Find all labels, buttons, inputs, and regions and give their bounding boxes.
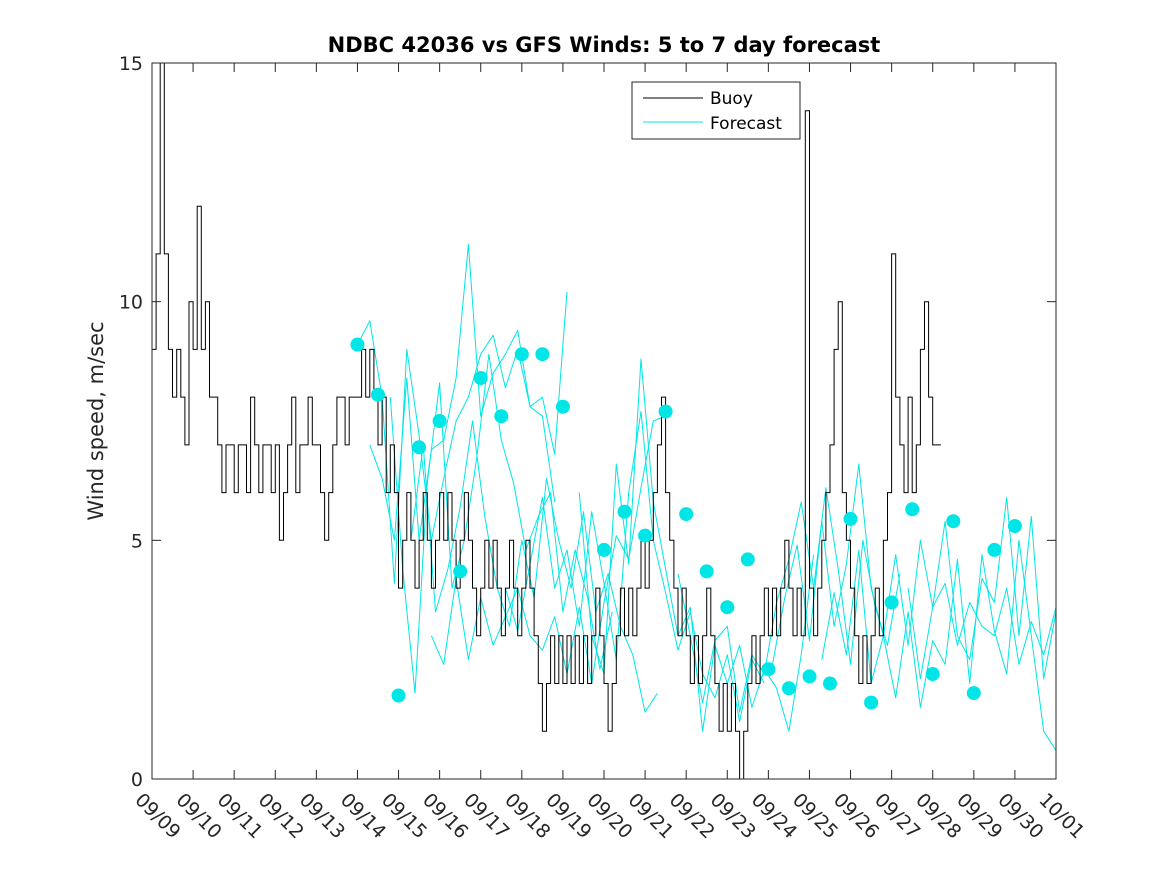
- forecast-marker-26: [905, 502, 920, 517]
- forecast-marker-13: [638, 528, 653, 543]
- forecast-marker-1: [371, 387, 385, 402]
- forecast-marker-20: [781, 681, 796, 696]
- forecast-marker-30: [987, 542, 1002, 557]
- forecast-trace-0: [357, 292, 568, 584]
- forecast-marker-27: [925, 667, 940, 681]
- buoy-line: [152, 62, 941, 780]
- forecast-marker-31: [1007, 519, 1022, 533]
- forecast-marker-25: [884, 595, 899, 610]
- forecast-marker-17: [720, 600, 735, 615]
- ytick-label-1: 5: [131, 530, 143, 552]
- forecast-trace-5: [504, 411, 765, 723]
- forecast-trace-1: [369, 243, 556, 541]
- forecast-marker-3: [412, 440, 427, 455]
- ytick-label-2: 10: [119, 292, 143, 314]
- forecast-marker-11: [597, 542, 611, 557]
- forecast-trace-4: [430, 415, 666, 684]
- forecast-marker-0: [350, 337, 365, 352]
- forecast-marker-16: [699, 564, 714, 579]
- ytick-label-0: 0: [131, 769, 143, 791]
- forecast-marker-4: [432, 414, 447, 428]
- forecast-trace-8: [759, 463, 1057, 680]
- forecast-trace-9: [821, 539, 1057, 751]
- y-axis-label: Wind speed, m/sec: [84, 321, 108, 520]
- ytick-label-3: 15: [119, 53, 143, 75]
- forecast-marker-19: [761, 662, 776, 677]
- forecast-marker-22: [823, 676, 837, 691]
- forecast-marker-28: [946, 514, 961, 529]
- forecast-marker-8: [514, 347, 529, 362]
- forecast-marker-14: [658, 404, 673, 419]
- forecast-marker-24: [864, 695, 879, 710]
- forecast-marker-15: [679, 507, 694, 522]
- forecast-marker-23: [843, 511, 858, 526]
- legend: Buoy Forecast: [631, 81, 801, 140]
- forecast-marker-2: [391, 688, 406, 703]
- forecast-marker-21: [802, 669, 817, 684]
- forecast-marker-12: [617, 504, 632, 519]
- forecast-marker-10: [555, 399, 570, 414]
- legend-buoy-label: Buoy: [710, 89, 753, 109]
- legend-forecast-label: Forecast: [710, 114, 782, 134]
- forecast-marker-29: [966, 686, 981, 701]
- forecast-marker-18: [740, 552, 755, 567]
- forecast-marker-6: [473, 371, 488, 385]
- legend-box: [631, 81, 801, 140]
- forecast-marker-9: [535, 347, 550, 362]
- forecast-trace-2: [389, 353, 613, 694]
- series-layer: [152, 62, 1057, 780]
- forecast-marker-5: [453, 564, 468, 579]
- forecast-trace-10: [907, 496, 1057, 680]
- forecast-marker-7: [494, 409, 509, 424]
- chart-title: NDBC 42036 vs GFS Winds: 5 to 7 day fore…: [328, 33, 881, 57]
